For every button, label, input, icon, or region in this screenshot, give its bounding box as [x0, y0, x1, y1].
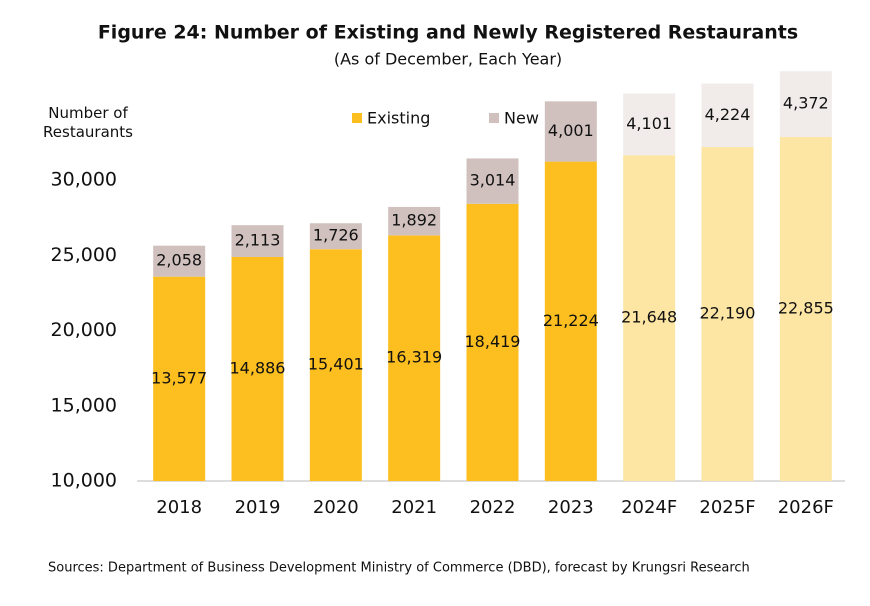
data-label: 4,101: [626, 114, 672, 133]
x-tick-label: 2019: [235, 497, 281, 518]
bar-segment: [544, 161, 597, 481]
bar-segment: [544, 101, 597, 162]
bar-segment: [153, 245, 206, 277]
chart-title: Figure 24: Number of Existing and Newly …: [98, 22, 798, 44]
bar-segment: [309, 223, 362, 250]
data-label: 14,886: [230, 358, 286, 377]
legend-label: New: [504, 109, 539, 128]
data-label: 21,648: [621, 308, 677, 327]
data-label: 13,577: [151, 368, 207, 387]
x-tick-label: 2018: [156, 497, 202, 518]
y-tick-label: 30,000: [51, 169, 117, 191]
bar-segment: [466, 203, 519, 481]
y-tick-label: 10,000: [51, 470, 117, 492]
bar-segment: [153, 276, 206, 481]
data-label: 4,001: [548, 121, 594, 140]
bar-segment: [623, 93, 676, 156]
x-tick-label: 2023: [548, 497, 594, 518]
x-tick-label: 2026F: [778, 497, 834, 518]
data-label: 3,014: [470, 171, 516, 190]
y-tick-label: 25,000: [51, 244, 117, 266]
data-label: 22,190: [700, 304, 756, 323]
x-tick-label: 2020: [313, 497, 359, 518]
y-tick-label: 15,000: [51, 394, 117, 416]
legend-label: Existing: [367, 109, 430, 128]
y-tick-label: 20,000: [51, 319, 117, 341]
x-tick-label: 2024F: [621, 497, 677, 518]
data-label: 15,401: [308, 355, 364, 374]
legend-swatch: [352, 113, 362, 123]
bar-segment: [701, 147, 754, 481]
bar-segment: [231, 256, 284, 481]
data-label: 18,419: [465, 332, 521, 351]
data-label: 22,855: [778, 299, 834, 318]
data-label: 21,224: [543, 311, 599, 330]
x-tick-label: 2021: [391, 497, 437, 518]
x-tick-label: 2025F: [699, 497, 755, 518]
bar-segment: [309, 249, 362, 481]
data-label: 4,372: [783, 94, 829, 113]
data-label: 1,892: [391, 211, 437, 230]
bar-segment: [388, 206, 441, 236]
data-label: 1,726: [313, 226, 359, 245]
bar-segment: [466, 158, 519, 204]
bar-segment: [701, 83, 754, 148]
data-label: 4,224: [705, 105, 751, 124]
x-tick-label: 2022: [470, 497, 516, 518]
data-label: 16,319: [386, 348, 442, 367]
y-axis-label: Number of Restaurants: [43, 104, 133, 141]
bar-segment: [779, 137, 832, 481]
legend-swatch: [489, 113, 499, 123]
source-note: Sources: Department of Business Developm…: [48, 561, 750, 576]
bar-segment: [623, 155, 676, 481]
bar-segment: [388, 235, 441, 481]
chart-subtitle: (As of December, Each Year): [334, 50, 562, 69]
data-label: 2,058: [156, 251, 202, 270]
bar-segment: [779, 71, 832, 138]
bar-segment: [231, 225, 284, 257]
data-label: 2,113: [235, 231, 281, 250]
